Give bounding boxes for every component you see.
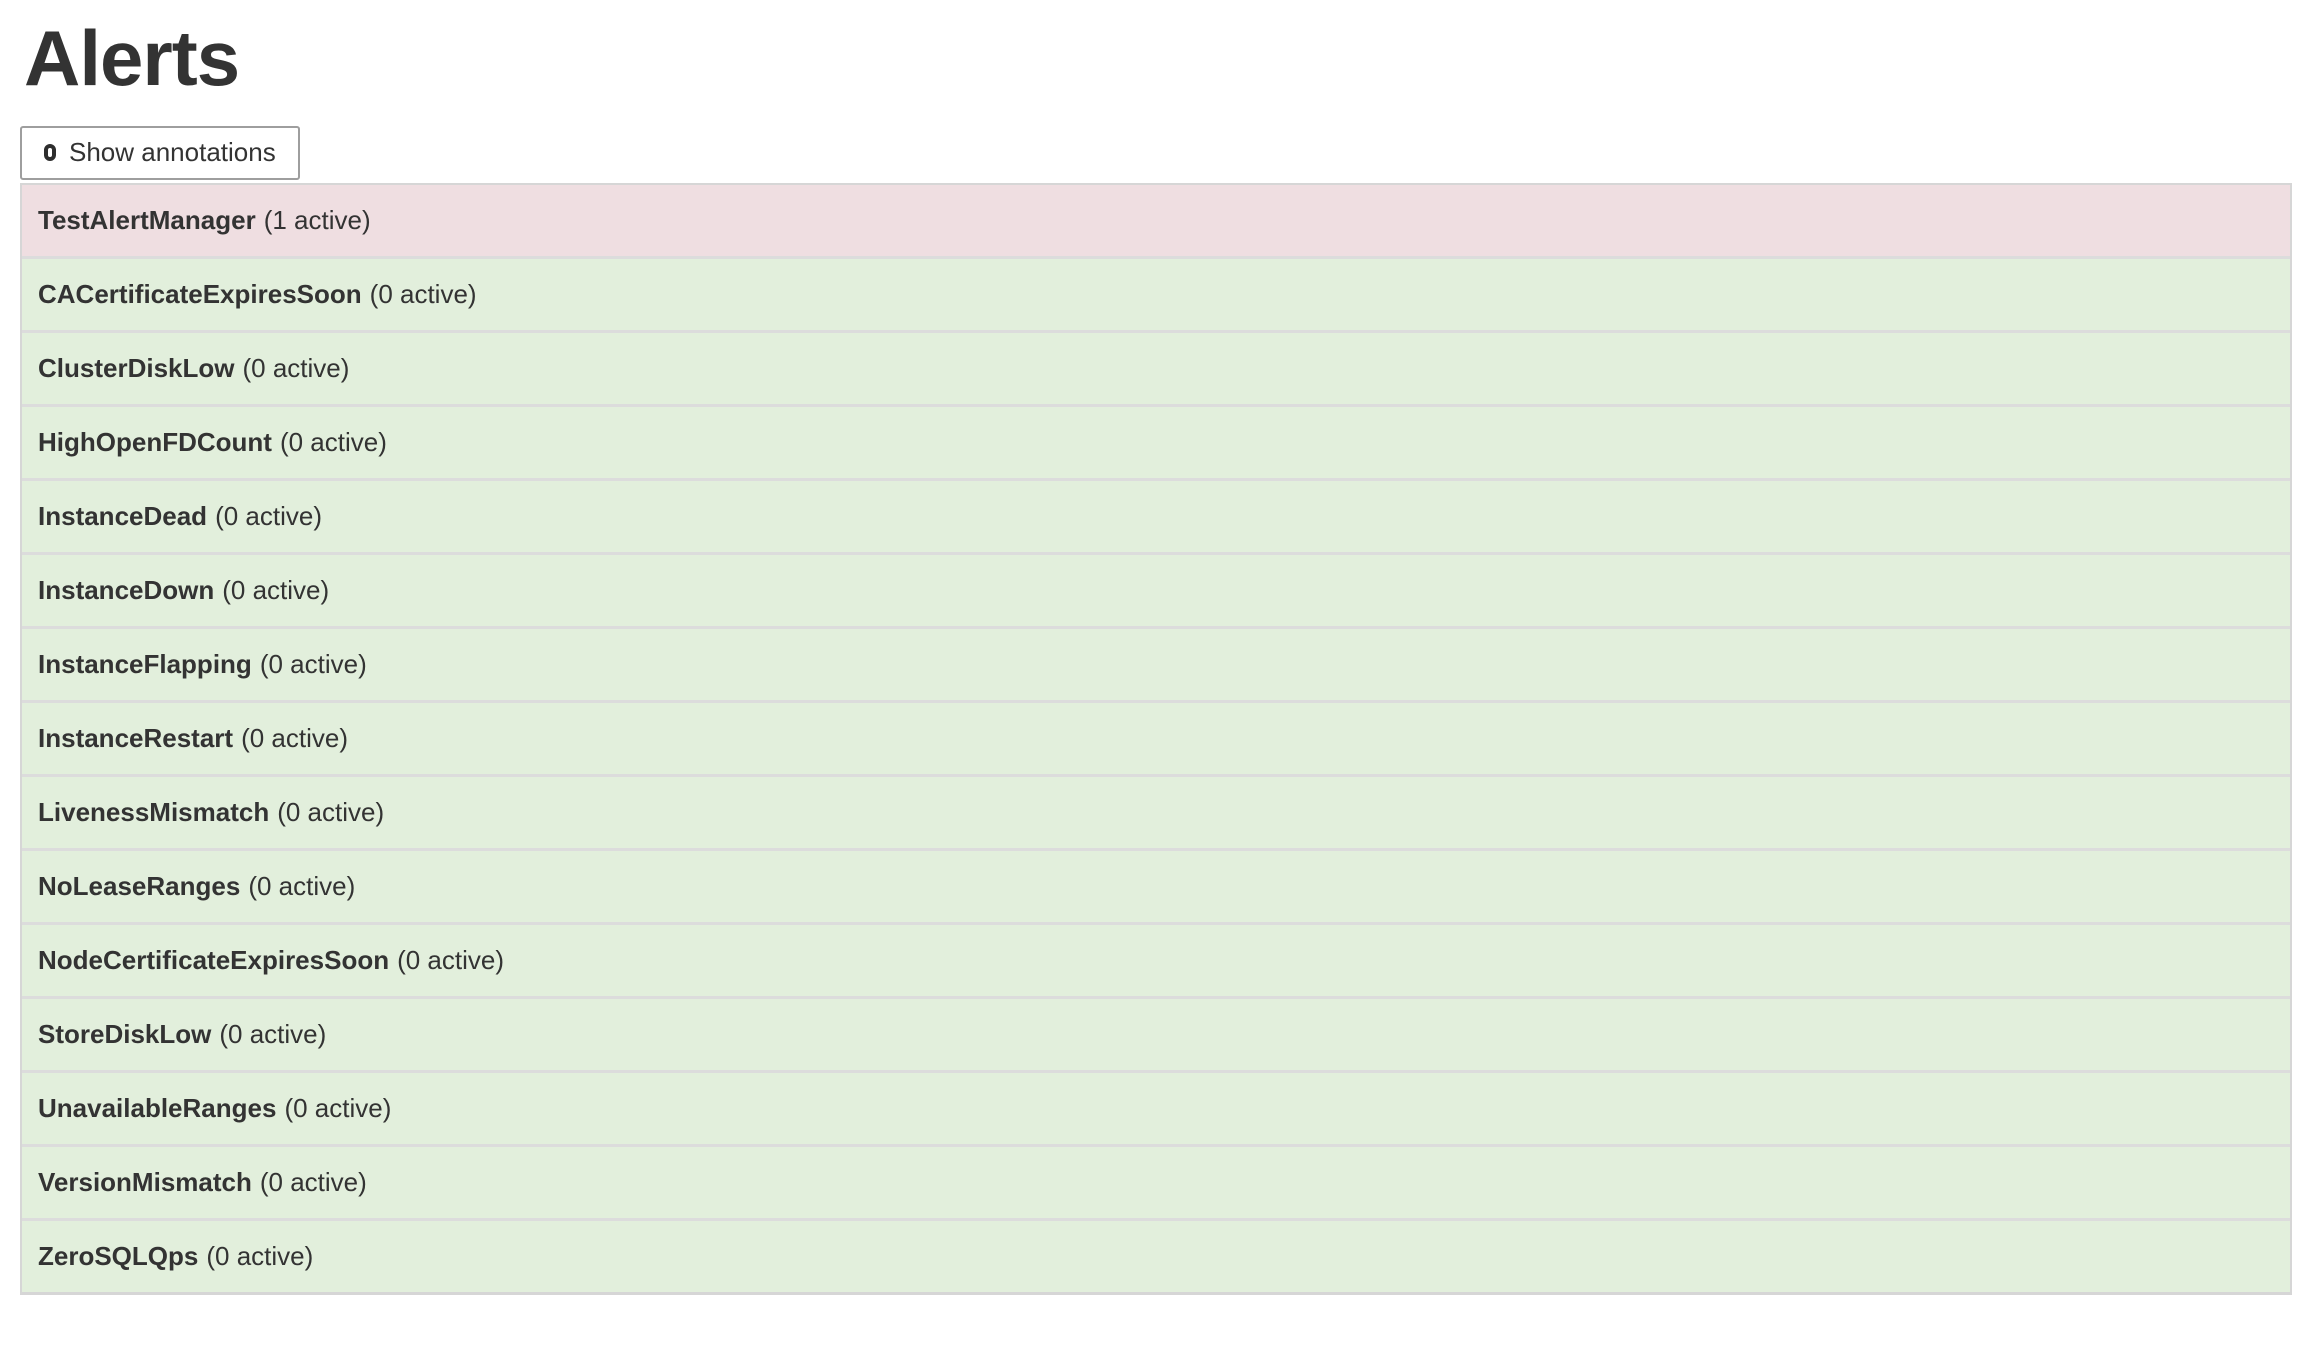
alert-active-count: (0 active) [219, 1018, 327, 1049]
alert-rule-name: StoreDiskLow [38, 1018, 212, 1049]
alert-row-NoLeaseRanges[interactable]: NoLeaseRanges (0 active) [22, 850, 2290, 925]
alert-rule-name: LivenessMismatch [38, 796, 270, 827]
alert-row-InstanceDown[interactable]: InstanceDown (0 active) [22, 554, 2290, 629]
alert-active-count: (0 active) [397, 944, 505, 975]
alert-rule-name: NodeCertificateExpiresSoon [38, 944, 390, 975]
alert-rule-name: ZeroSQLQps [38, 1240, 199, 1271]
alert-row-LivenessMismatch[interactable]: LivenessMismatch (0 active) [22, 776, 2290, 851]
alert-row-UnavailableRanges[interactable]: UnavailableRanges (0 active) [22, 1072, 2290, 1147]
alert-row-InstanceRestart[interactable]: InstanceRestart (0 active) [22, 702, 2290, 777]
alert-row-NodeCertificateExpiresSoon[interactable]: NodeCertificateExpiresSoon (0 active) [22, 924, 2290, 999]
alert-row-StoreDiskLow[interactable]: StoreDiskLow (0 active) [22, 998, 2290, 1073]
alert-row-ZeroSQLQps[interactable]: ZeroSQLQps (0 active) [22, 1220, 2290, 1292]
alert-rule-name: InstanceRestart [38, 722, 234, 753]
alert-row-InstanceFlapping[interactable]: InstanceFlapping (0 active) [22, 628, 2290, 703]
alert-active-count: (0 active) [242, 352, 350, 383]
alert-rule-name: CACertificateExpiresSoon [38, 278, 362, 309]
alert-row-ClusterDiskLow[interactable]: ClusterDiskLow (0 active) [22, 332, 2290, 407]
alert-active-count: (0 active) [259, 1166, 367, 1197]
show-annotations-label: Show annotations [69, 136, 276, 167]
alert-rule-name: InstanceFlapping [38, 648, 252, 679]
alert-active-count: (0 active) [277, 796, 385, 827]
checkbox-unchecked-icon[interactable] [44, 143, 56, 161]
alert-active-count: (0 active) [284, 1092, 392, 1123]
alert-rule-name: ClusterDiskLow [38, 352, 235, 383]
alert-active-count: (0 active) [241, 722, 348, 753]
alert-active-count: (0 active) [369, 278, 477, 309]
alert-active-count: (0 active) [259, 648, 367, 679]
alert-rule-name: InstanceDown [38, 574, 215, 605]
alert-active-count: (0 active) [206, 1240, 314, 1271]
alert-active-count: (0 active) [279, 426, 387, 457]
alert-rule-name: NoLeaseRanges [38, 870, 241, 901]
alert-row-VersionMismatch[interactable]: VersionMismatch (0 active) [22, 1146, 2290, 1221]
alert-active-count: (1 active) [263, 204, 371, 235]
alert-rule-name: HighOpenFDCount [38, 426, 272, 457]
alert-rule-name: InstanceDead [38, 500, 208, 531]
alert-active-count: (0 active) [248, 870, 356, 901]
alert-row-TestAlertManager[interactable]: TestAlertManager (1 active) [22, 184, 2290, 259]
alerts-page: Alerts Show annotations TestAlertManager… [0, 14, 2312, 1295]
alert-row-HighOpenFDCount[interactable]: HighOpenFDCount (0 active) [22, 406, 2290, 481]
alerts-table: TestAlertManager (1 active) CACertificateE… [20, 182, 2292, 1295]
page-title: Alerts [24, 14, 240, 102]
alert-active-count: (0 active) [222, 574, 330, 605]
show-annotations-button[interactable]: Show annotations [20, 125, 300, 180]
alert-row-CACertificateExpiresSoon[interactable]: CACertificateExpiresSoon (0 active) [22, 258, 2290, 333]
alert-row-InstanceDead[interactable]: InstanceDead (0 active) [22, 480, 2290, 555]
alert-rule-name: UnavailableRanges [38, 1092, 277, 1123]
alert-rule-name: VersionMismatch [38, 1166, 252, 1197]
alert-rule-name: TestAlertManager [38, 204, 256, 235]
alert-active-count: (0 active) [215, 500, 322, 531]
